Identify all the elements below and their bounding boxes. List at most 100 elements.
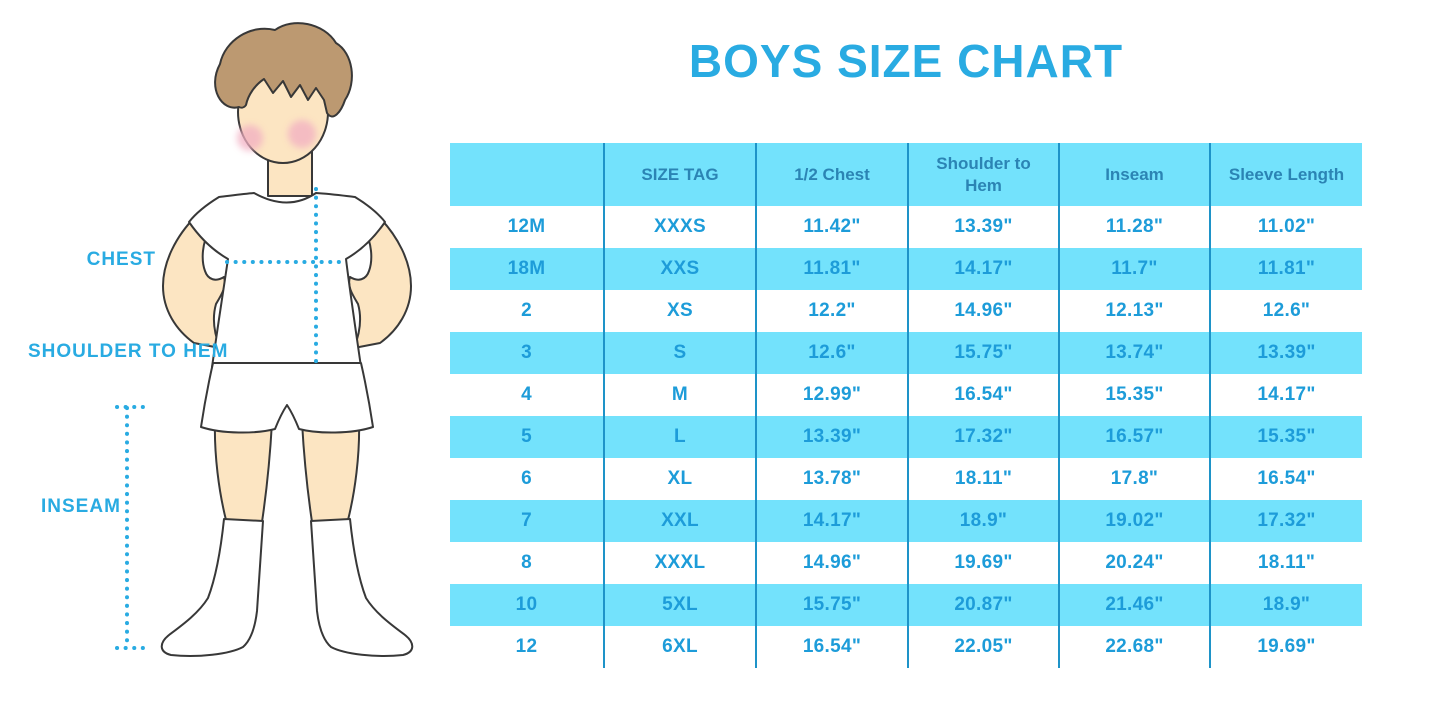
table-row: 2 XS 12.2" 14.96" 12.13" 12.6": [450, 290, 1362, 332]
value-cell: 14.96": [755, 542, 908, 584]
boy-left-leg: [213, 419, 273, 523]
value-cell: 14.17": [755, 500, 908, 542]
value-cell: 14.17": [907, 248, 1059, 290]
value-cell: 17.8": [1058, 458, 1210, 500]
value-cell: 13.74": [1058, 332, 1210, 374]
right-cheek-blush: [288, 120, 316, 148]
chest-label: CHEST: [86, 249, 156, 270]
value-cell: 17.32": [907, 416, 1059, 458]
boy-figure-illustration: [115, 22, 414, 658]
table-row: 5 L 13.39" 17.32" 16.57" 15.35": [450, 416, 1362, 458]
value-cell: 20.87": [907, 584, 1059, 626]
value-cell: 18.11": [1209, 542, 1362, 584]
value-cell: 16.57": [1058, 416, 1210, 458]
value-cell: 15.75": [907, 332, 1059, 374]
size-label-cell: 18M: [507, 258, 546, 279]
value-cell: XXXS: [603, 206, 756, 248]
header-cell-inseam: Inseam: [1058, 143, 1210, 206]
header-cell-size-tag: SIZE TAG: [603, 143, 756, 206]
value-cell: 22.68": [1058, 626, 1210, 668]
value-cell: M: [603, 374, 756, 416]
inseam-label: INSEAM: [41, 496, 121, 517]
header-cell-half-chest: 1/2 Chest: [755, 143, 908, 206]
size-label-cell: 2: [521, 300, 532, 321]
value-cell: 11.81": [755, 248, 908, 290]
table-row: 8 XXXL 14.96" 19.69" 20.24" 18.11": [450, 542, 1362, 584]
boy-hair: [214, 22, 353, 118]
size-label-cell: 12M: [507, 216, 546, 237]
value-cell: 19.69": [1209, 626, 1362, 668]
value-cell: 14.17": [1209, 374, 1362, 416]
value-cell: 15.35": [1058, 374, 1210, 416]
value-cell: 15.35": [1209, 416, 1362, 458]
value-cell: 18.9": [1209, 584, 1362, 626]
shoulder-to-hem-label: SHOULDER TO HEM: [28, 341, 229, 362]
boy-left-arm: [162, 215, 226, 349]
value-cell: 11.28": [1058, 206, 1210, 248]
size-label-cell: 12: [515, 636, 538, 657]
table-row: 7 XXL 14.17" 18.9" 19.02" 17.32": [450, 500, 1362, 542]
size-label-cell: 5: [521, 426, 532, 447]
value-cell: 13.39": [755, 416, 908, 458]
size-table-body: 12M XXXS 11.42" 13.39" 11.28" 11.02" 18M XXS 11.…: [450, 206, 1362, 668]
boy-right-arm: [348, 215, 412, 349]
table-row: 6 XL 13.78" 18.11" 17.8" 16.54": [450, 458, 1362, 500]
table-row: 3 S 12.6" 15.75" 13.74" 13.39": [450, 332, 1362, 374]
size-label-cell: 8: [521, 552, 532, 573]
value-cell: 11.7": [1058, 248, 1210, 290]
value-cell: 12.13": [1058, 290, 1210, 332]
size-label-cell: 3: [521, 342, 532, 363]
value-cell: XXS: [603, 248, 756, 290]
boy-right-leg: [301, 419, 361, 523]
size-label-cell: 4: [521, 384, 532, 405]
value-cell: XL: [603, 458, 756, 500]
header-row: SIZE TAG 1/2 Chest Shoulder to Hem Insea…: [450, 143, 1362, 206]
size-label-cell: 7: [521, 510, 532, 531]
table-row: 4 M 12.99" 16.54" 15.35" 14.17": [450, 374, 1362, 416]
value-cell: 12.99": [755, 374, 908, 416]
value-cell: 20.24": [1058, 542, 1210, 584]
header-cell-sleeve-length: Sleeve Length: [1209, 143, 1362, 206]
value-cell: 12.2": [755, 290, 908, 332]
value-cell: 22.05": [907, 626, 1059, 668]
value-cell: XS: [603, 290, 756, 332]
left-cheek-blush: [237, 125, 263, 151]
value-cell: 16.54": [1209, 458, 1362, 500]
value-cell: S: [603, 332, 756, 374]
size-label-cell: 6: [521, 468, 532, 489]
boys-size-table: SIZE TAG 1/2 Chest Shoulder to Hem Insea…: [450, 143, 1362, 668]
value-cell: 18.9": [907, 500, 1059, 542]
value-cell: 19.69": [907, 542, 1059, 584]
size-table-header: SIZE TAG 1/2 Chest Shoulder to Hem Insea…: [450, 143, 1362, 206]
value-cell: 11.81": [1209, 248, 1362, 290]
value-cell: 6XL: [603, 626, 756, 668]
header-cell-size: [450, 143, 604, 206]
table-row: 18M XXS 11.81" 14.17" 11.7" 11.81": [450, 248, 1362, 290]
size-label-cell: 10: [515, 594, 538, 615]
value-cell: 18.11": [907, 458, 1059, 500]
boy-left-sock: [160, 518, 264, 658]
header-cell-shoulder-to-hem: Shoulder to Hem: [907, 143, 1059, 206]
value-cell: 12.6": [755, 332, 908, 374]
value-cell: 16.54": [755, 626, 908, 668]
value-cell: 14.96": [907, 290, 1059, 332]
table-row: 12M XXXS 11.42" 13.39" 11.28" 11.02": [450, 206, 1362, 248]
page-title: BOYS SIZE CHART: [688, 35, 1124, 87]
value-cell: 17.32": [1209, 500, 1362, 542]
value-cell: XXXL: [603, 542, 756, 584]
value-cell: 13.39": [907, 206, 1059, 248]
value-cell: 21.46": [1058, 584, 1210, 626]
table-row: 12 6XL 16.54" 22.05" 22.68" 19.69": [450, 626, 1362, 668]
value-cell: 16.54": [907, 374, 1059, 416]
value-cell: 11.02": [1209, 206, 1362, 248]
boy-right-sock: [310, 518, 414, 658]
value-cell: 19.02": [1058, 500, 1210, 542]
boy-shorts: [200, 362, 374, 434]
value-cell: XXL: [603, 500, 756, 542]
value-cell: L: [603, 416, 756, 458]
value-cell: 12.6": [1209, 290, 1362, 332]
value-cell: 13.78": [755, 458, 908, 500]
value-cell: 11.42": [755, 206, 908, 248]
value-cell: 15.75": [755, 584, 908, 626]
